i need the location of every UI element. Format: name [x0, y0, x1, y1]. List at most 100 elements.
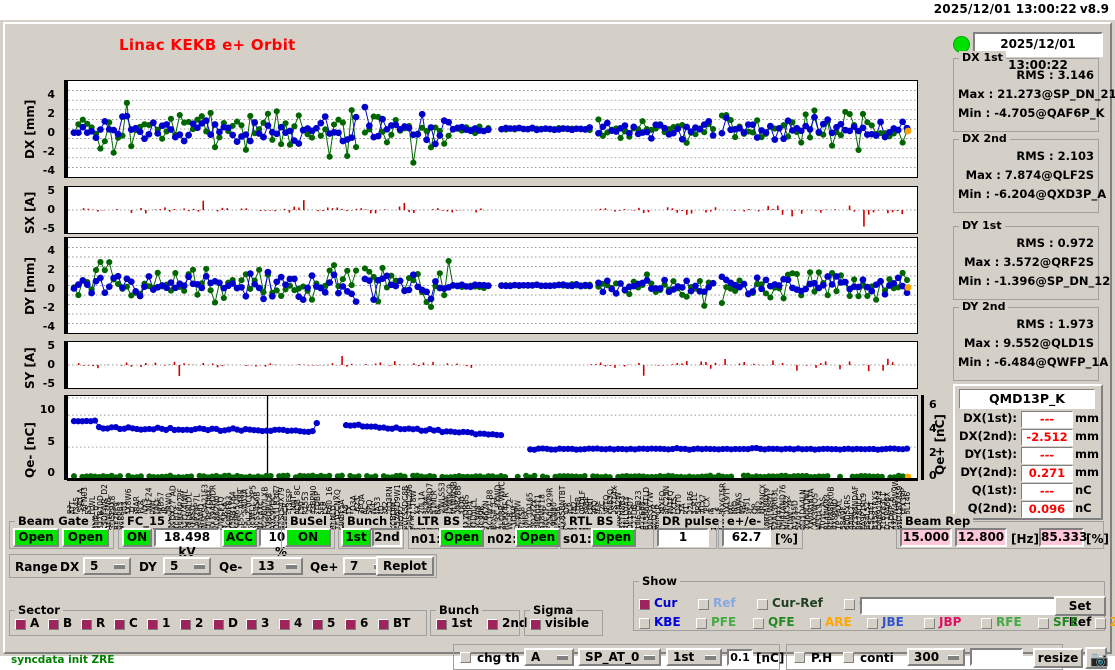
- checkbox-jbe[interactable]: [867, 618, 878, 629]
- bpm-readout-panel: QMD13P_K DX(1st): --- mm DX(2nd): -2.512…: [953, 384, 1103, 520]
- checkbox-bt[interactable]: [378, 619, 389, 630]
- busel-on-button[interactable]: ON: [285, 528, 331, 547]
- bunch-order-select[interactable]: 1st: [666, 648, 722, 666]
- bpm-row: Q(1st): --- nC: [959, 482, 1097, 500]
- epem-field[interactable]: 62.7: [722, 528, 771, 547]
- stat-min-label: Min :: [958, 106, 991, 120]
- svg-text:DX51LB3N7: DX51LB3N7: [273, 485, 282, 530]
- checkbox-label-zre: ZRE: [1110, 615, 1115, 629]
- checkbox-pfe[interactable]: [696, 618, 707, 629]
- checkbox-3[interactable]: [246, 619, 257, 630]
- stat-min-value: -6.204@QXD3P_A: [994, 187, 1107, 201]
- checkbox-qfe[interactable]: [753, 618, 764, 629]
- bpm-row: DY(2nd): 0.271 mm: [959, 464, 1099, 482]
- range-qem-select[interactable]: 13: [251, 557, 303, 575]
- bpm-row-label: DX(2nd):: [959, 429, 1017, 443]
- checkbox-jbp[interactable]: [924, 618, 935, 629]
- ph-checkbox[interactable]: [794, 652, 805, 663]
- checkbox-label-pfe: PFE: [711, 615, 737, 629]
- resize-button[interactable]: resize: [1033, 648, 1083, 668]
- svg-text:AXC9PDC: AXC9PDC: [269, 495, 278, 530]
- checkbox-label-cur: Cur: [654, 596, 678, 610]
- graph-qe[interactable]: [67, 395, 918, 480]
- checkbox-5[interactable]: [312, 619, 323, 630]
- svg-text:AS5FD3A: AS5FD3A: [349, 494, 358, 530]
- dy-tick: 0: [47, 282, 55, 295]
- count-select[interactable]: 300: [907, 648, 965, 666]
- graph-sy[interactable]: [67, 341, 918, 389]
- svg-text:SLD8FC2SN: SLD8FC2SN: [662, 486, 671, 530]
- bunch-1st-button[interactable]: 1st: [341, 528, 371, 547]
- checkbox-zre[interactable]: [1095, 618, 1106, 629]
- dr-pulse-field[interactable]: 1: [657, 528, 709, 547]
- checkbox-d[interactable]: [213, 619, 224, 630]
- ltr-n01-button[interactable]: Open: [439, 528, 484, 547]
- fc15-acc-button[interactable]: ACC: [222, 528, 257, 547]
- stat-min: Min : -6.484@QWFP_1A: [958, 354, 1108, 371]
- svg-text:QABF5A: QABF5A: [337, 499, 346, 530]
- replot-button[interactable]: Replot: [376, 556, 434, 576]
- checkbox-a[interactable]: [15, 619, 26, 630]
- range-dx-select[interactable]: 5: [83, 557, 131, 575]
- checkbox-label-bt: BT: [393, 616, 411, 630]
- fieldset-sector: Sector: [9, 603, 427, 636]
- checkbox-rfe[interactable]: [981, 618, 992, 629]
- stat-min: Min : -4.705@QAF6P_K: [958, 105, 1104, 122]
- checkbox-cur-ref[interactable]: [757, 599, 768, 610]
- checkbox-1st[interactable]: [436, 619, 447, 630]
- camera-button[interactable]: 📷: [1085, 647, 1109, 669]
- checkbox-b[interactable]: [48, 619, 59, 630]
- svg-text:1_3X_8XWD: 1_3X_8XWD: [494, 484, 503, 530]
- checkbox-kbe[interactable]: [639, 618, 650, 629]
- checkbox-4[interactable]: [279, 619, 290, 630]
- svg-text:5LCDS714X: 5LCDS714X: [610, 486, 619, 530]
- beam-gate-button-2[interactable]: Open: [62, 528, 109, 547]
- svg-text:XT3XNB3Q_: XT3XNB3Q_: [606, 485, 615, 530]
- checkbox-2nd[interactable]: [487, 619, 498, 630]
- bunch-2nd-button[interactable]: 2nd: [372, 528, 402, 547]
- svg-text:5SBBL94: 5SBBL94: [421, 496, 430, 530]
- checkbox-2[interactable]: [180, 619, 191, 630]
- dx-tick: 0: [47, 126, 55, 139]
- conti-checkbox[interactable]: [843, 652, 854, 663]
- checkbox-sfe[interactable]: [1038, 618, 1049, 629]
- svg-text:Q1L43BPN0: Q1L43BPN0: [309, 485, 318, 530]
- stat-rms: RMS : 2.103: [958, 148, 1094, 165]
- bpm-row-value: ---: [1021, 483, 1073, 500]
- fc15-voltage-field[interactable]: 18.498 kV: [154, 528, 220, 559]
- checkbox-visible[interactable]: [530, 619, 541, 630]
- checkbox-r[interactable]: [81, 619, 92, 630]
- count-input[interactable]: [970, 648, 1023, 666]
- chg-th-checkbox[interactable]: [460, 652, 471, 663]
- stat-max-value: 7.874@QLF2S: [1004, 168, 1094, 182]
- threshold-field[interactable]: 0.1: [727, 649, 753, 666]
- ltr-n02-button[interactable]: Open: [515, 528, 560, 547]
- stat-rms-label: RMS :: [1016, 149, 1054, 163]
- chg-th-a-select[interactable]: A: [524, 648, 574, 666]
- svg-text:R0P89BF: R0P89BF: [582, 496, 591, 530]
- svg-text:4F06RAR: 4F06RAR: [132, 496, 141, 530]
- graph-sx[interactable]: [67, 186, 918, 234]
- checkbox-1[interactable]: [147, 619, 158, 630]
- checkbox-label-c: C: [129, 616, 138, 630]
- svg-text:D87P7: D87P7: [397, 505, 406, 530]
- fc15-on-button[interactable]: ON: [122, 528, 152, 547]
- rtl-s01-button[interactable]: Open: [591, 528, 636, 547]
- checkbox-are[interactable]: [810, 618, 821, 629]
- checkbox-ref[interactable]: [698, 599, 709, 610]
- svg-text:6FS56: 6FS56: [554, 507, 563, 530]
- checkbox-c[interactable]: [114, 619, 125, 630]
- checkbox-gold[interactable]: [844, 599, 855, 610]
- fieldset-bunch-select: Bunch: [338, 514, 404, 549]
- graph-dx[interactable]: [67, 80, 918, 178]
- sp-select[interactable]: SP_AT_0: [578, 648, 661, 666]
- graph-dy[interactable]: [67, 237, 918, 334]
- checkbox-cur[interactable]: [639, 599, 650, 610]
- set-ref-button[interactable]: Set Ref: [1054, 596, 1106, 629]
- beam-gate-button-1[interactable]: Open: [13, 528, 59, 547]
- range-qem-value: 13: [258, 559, 275, 573]
- range-dy-select[interactable]: 5: [163, 557, 211, 575]
- checkbox-6[interactable]: [345, 619, 356, 630]
- bpm-row-unit: nC: [1075, 501, 1092, 515]
- svg-text:1N6_QB23: 1N6_QB23: [634, 490, 643, 530]
